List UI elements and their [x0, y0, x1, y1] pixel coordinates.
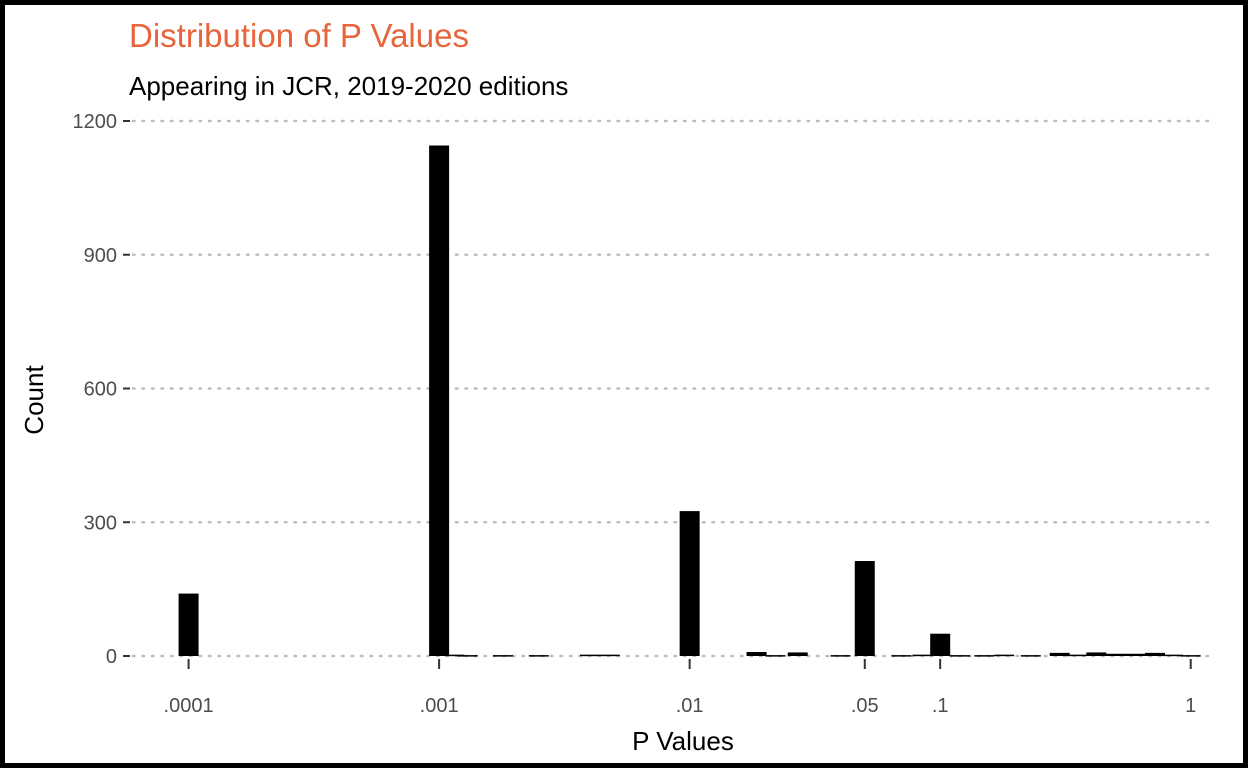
histogram-bar	[912, 654, 933, 657]
y-tick-label: 600	[84, 379, 117, 401]
x-tick-label: .001	[420, 695, 459, 717]
histogram-bar	[1105, 653, 1126, 656]
histogram-bar	[528, 655, 549, 657]
grid-lines	[131, 119, 1217, 658]
histogram-bar	[579, 654, 600, 657]
histogram-bar	[599, 654, 620, 657]
histogram-bar	[457, 655, 478, 657]
y-axis-title: Count	[19, 365, 49, 435]
histogram-bar	[854, 561, 875, 656]
histogram-bar	[1144, 652, 1165, 656]
x-axis-title: P Values	[632, 726, 734, 756]
histogram-bar	[444, 654, 465, 657]
chart-subtitle: Appearing in JCR, 2019-2020 editions	[129, 71, 568, 101]
histogram-bar	[891, 655, 912, 657]
histogram-bar	[765, 655, 786, 657]
histogram-bar	[1125, 653, 1146, 656]
x-tick-label: .05	[851, 695, 879, 717]
x-tick-label: 1	[1185, 695, 1196, 717]
histogram-bar	[930, 633, 951, 656]
p-value-histogram: Distribution of P Values Appearing in JC…	[19, 17, 1217, 756]
histogram-bar	[1086, 652, 1107, 656]
y-tick-label: 1200	[73, 111, 118, 133]
histogram-bar	[1180, 655, 1201, 657]
histogram-bar	[787, 652, 808, 656]
y-tick-label: 300	[84, 512, 117, 534]
y-tick-label: 900	[84, 245, 117, 267]
x-tick-label: .01	[676, 695, 704, 717]
histogram-bar	[974, 655, 995, 657]
histogram-bar	[1020, 655, 1041, 657]
histogram-bar	[830, 655, 851, 657]
histogram-bar	[178, 593, 199, 656]
y-axis: 0 300 600 900 1200	[73, 111, 130, 668]
y-tick-label: 0	[106, 646, 117, 668]
x-axis: .0001 .001 .01 .05 .1 1	[164, 659, 1196, 717]
x-tick-label: .1	[932, 695, 949, 717]
histogram-bar	[1163, 654, 1184, 657]
histogram-bar	[994, 654, 1015, 657]
x-tick-label: .0001	[164, 695, 214, 717]
chart-title: Distribution of P Values	[129, 17, 469, 54]
histogram-bar	[679, 511, 700, 656]
histogram-bar	[950, 655, 971, 657]
histogram-bar	[429, 145, 450, 657]
histogram-bar	[1066, 654, 1087, 657]
histogram-bar	[1049, 652, 1070, 656]
histogram-bar	[493, 655, 514, 657]
histogram-bar	[746, 651, 767, 656]
bars	[178, 145, 1201, 657]
